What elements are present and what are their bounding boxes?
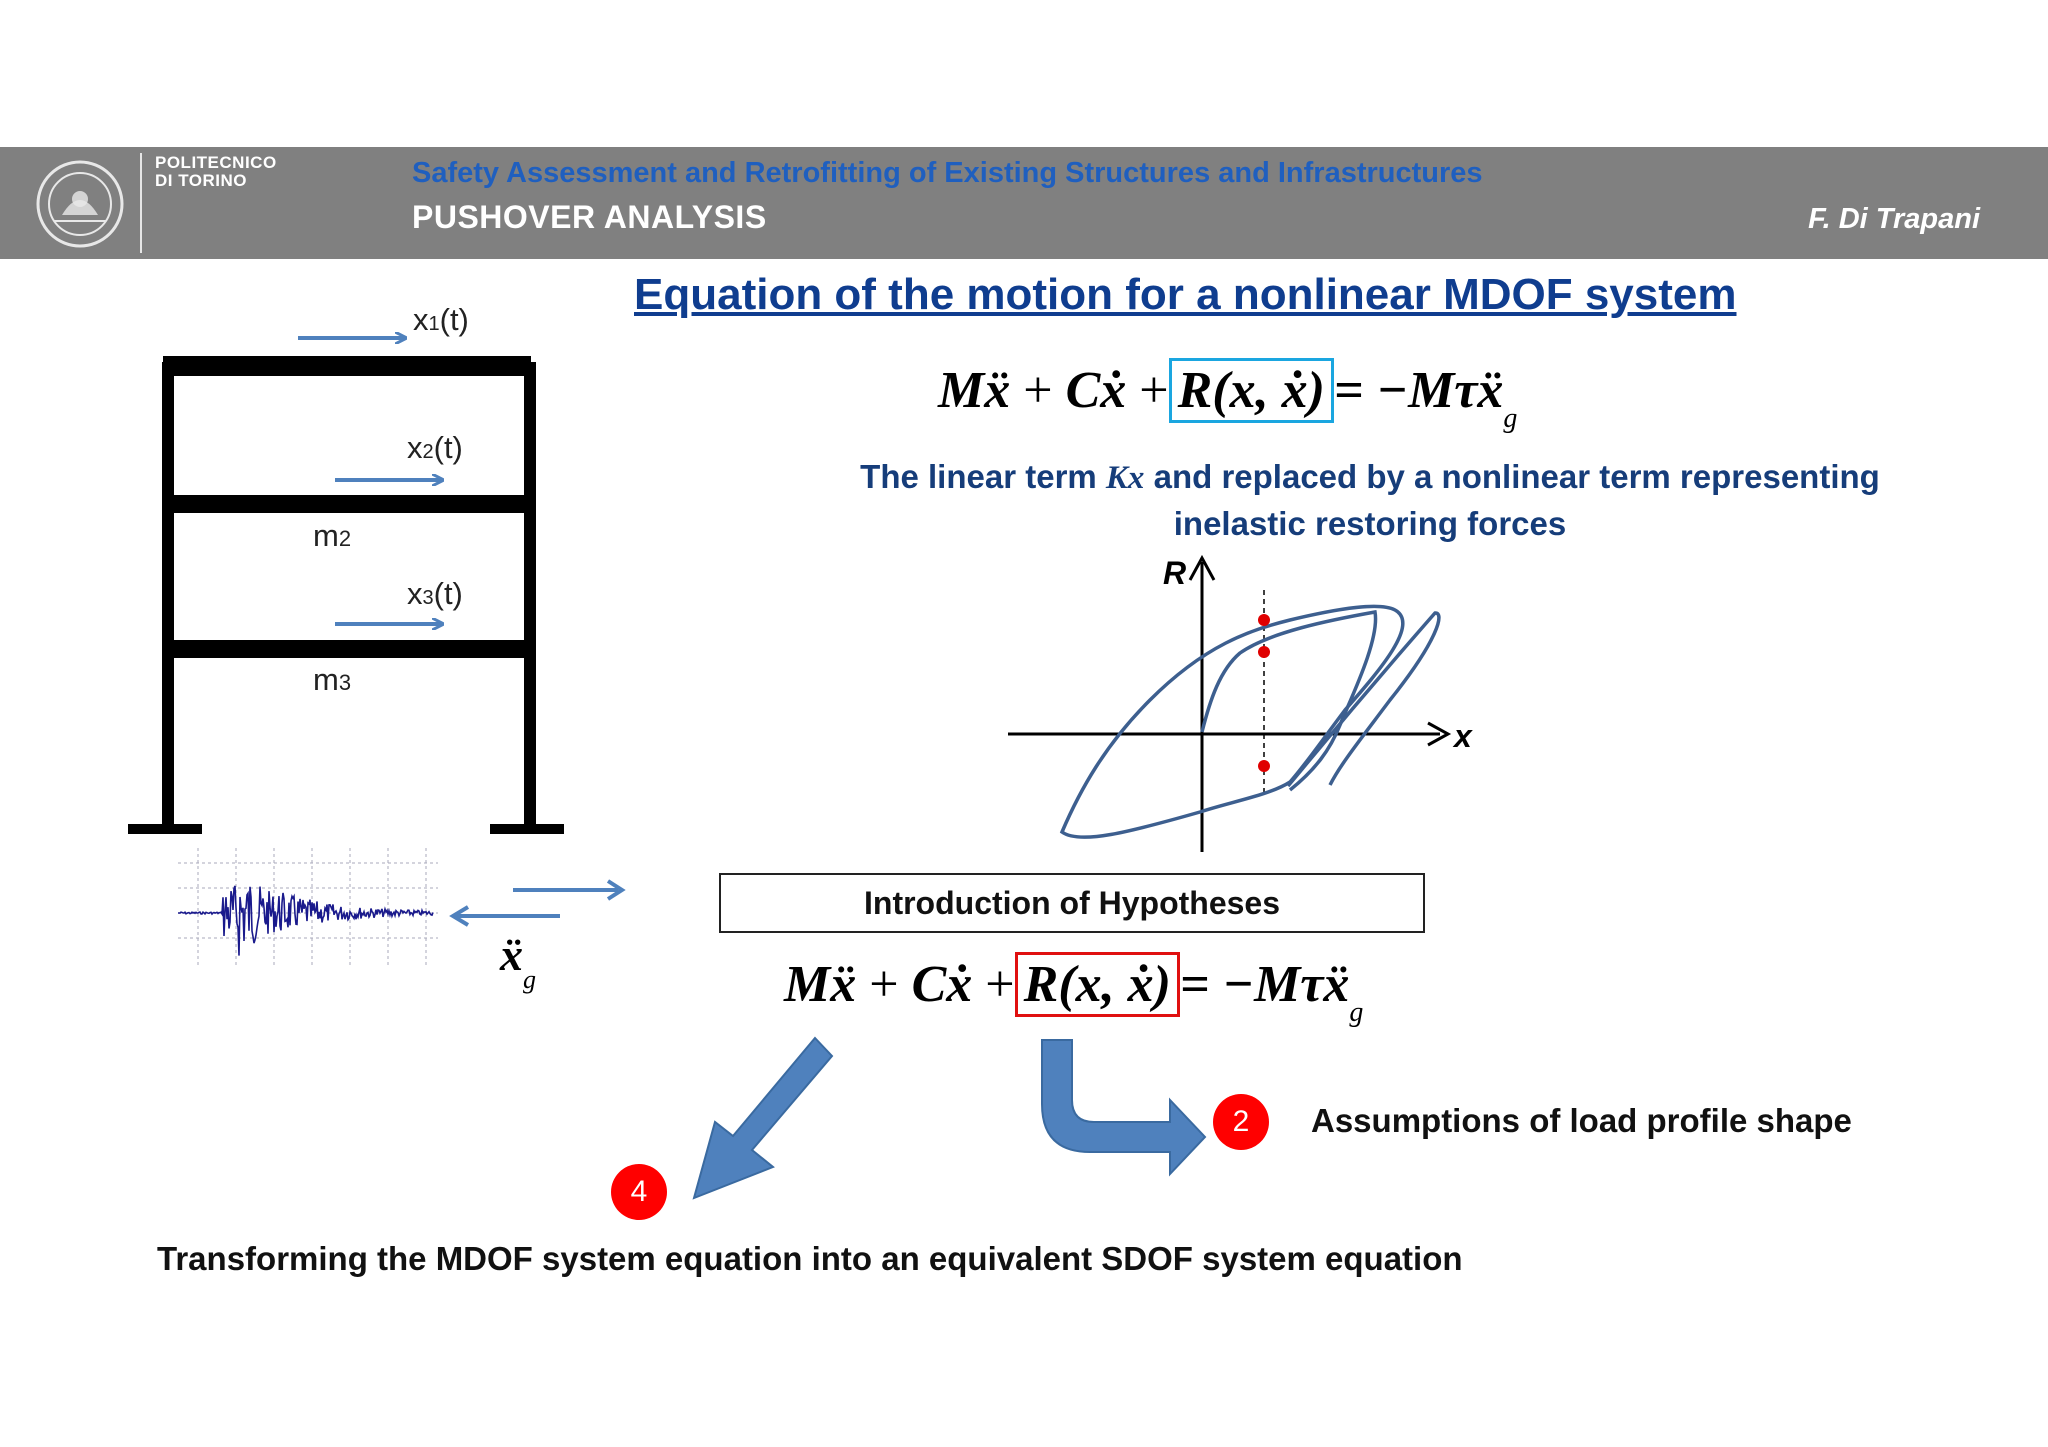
eq-mass-term: Mẍ: [938, 362, 1011, 419]
frame-structure-diagram: [298, 290, 640, 990]
assumptions-text: Assumptions of load profile shape: [1311, 1102, 1852, 1139]
diagonal-arrow-icon: [692, 1036, 834, 1200]
y-axis-arrow-icon: [1188, 554, 1216, 581]
eq2-rhs-sub: g: [1349, 997, 1364, 1028]
hysteresis-branch: [1286, 611, 1441, 788]
transform-text: Transforming the MDOF system equation in…: [157, 1240, 1463, 1277]
slide-title: Equation of the motion for a nonlinear M…: [634, 270, 1737, 319]
column-left: [162, 362, 174, 834]
accelerogram-plot: [178, 848, 438, 966]
eq2-plus1: +: [869, 956, 899, 1013]
logo-divider: [140, 153, 142, 253]
hysteresis-inner: [1200, 609, 1378, 792]
frame-geometry: [128, 356, 564, 834]
eq-plus1: +: [1023, 362, 1053, 419]
eq-damping-term: Cẋ: [1065, 362, 1127, 419]
floor-slab-2: [167, 495, 529, 513]
linear-term-note-line2: inelastic restoring forces: [1173, 505, 1567, 542]
eq-restoring-term: R(x, ẋ): [1177, 362, 1325, 419]
bent-arrow-icon: [1041, 1039, 1207, 1177]
eq2-restoring-term-box: R(x, ẋ): [1014, 952, 1180, 1017]
step-badge-2: 2: [1213, 1094, 1269, 1150]
step-badge-4: 4: [611, 1164, 667, 1220]
mass-label-m3: m3: [313, 662, 352, 697]
header-bar: POLITECNICO DI TORINO Safety Assessment …: [0, 147, 2048, 259]
motion-equation: Mẍ + Cẋ + R(x, ẋ) = −Mτẍg: [938, 358, 1517, 435]
mass-label-m2: m2: [313, 518, 352, 553]
x-axis-label: x: [1454, 718, 1472, 754]
eq-rhs-sub: g: [1503, 403, 1518, 434]
state-point-upper: [1258, 614, 1270, 626]
motion-equation-2: Mẍ + Cẋ + R(x, ẋ) = −Mτẍg: [784, 952, 1363, 1029]
eq2-restoring-term: R(x, ẋ): [1023, 956, 1171, 1013]
section-title: PUSHOVER ANALYSIS: [412, 199, 767, 235]
y-axis-label: R: [1163, 555, 1187, 591]
eq2-damping-term: Cẋ: [911, 956, 973, 1013]
floor-slab-3: [167, 640, 529, 658]
hysteresis-loop: [1059, 604, 1405, 839]
university-seal-icon: [36, 160, 124, 248]
state-point-lower: [1258, 760, 1270, 772]
x-axis-arrow-icon: [1427, 721, 1452, 747]
university-name-line2: DI TORINO: [155, 171, 248, 190]
university-name-line1: POLITECNICO: [155, 153, 277, 172]
university-name: POLITECNICO DI TORINO: [155, 154, 277, 190]
base-left: [128, 824, 202, 834]
roof-slab: [163, 356, 531, 376]
course-title: Safety Assessment and Retrofitting of Ex…: [412, 157, 1483, 189]
eq2-rhs: = −Mτẍ: [1179, 956, 1350, 1013]
base-right: [490, 824, 564, 834]
linear-term-note: The linear term Kx and replaced by a non…: [820, 454, 1920, 547]
ground-motion-arrows: [449, 879, 626, 927]
ground-accel-label: ẍg: [500, 929, 536, 994]
state-point-middle: [1258, 646, 1270, 658]
disp-label-x2: x2(t): [407, 430, 463, 465]
hysteresis-plot: [1008, 554, 1452, 852]
eq-rhs: = −Mτẍ: [1333, 362, 1504, 419]
eq-restoring-term-box: R(x, ẋ): [1168, 358, 1334, 423]
column-right: [524, 362, 536, 834]
hypotheses-box: Introduction of Hypotheses: [719, 873, 1425, 933]
flow-arrows: [692, 1036, 1207, 1200]
disp-label-x1: x1(t): [413, 302, 469, 337]
disp-label-x3: x3(t): [407, 576, 463, 611]
eq2-mass-term: Mẍ: [784, 956, 857, 1013]
eq-plus2: +: [1139, 362, 1169, 419]
author-name: F. Di Trapani: [1808, 203, 1980, 235]
eq2-plus2: +: [985, 956, 1015, 1013]
